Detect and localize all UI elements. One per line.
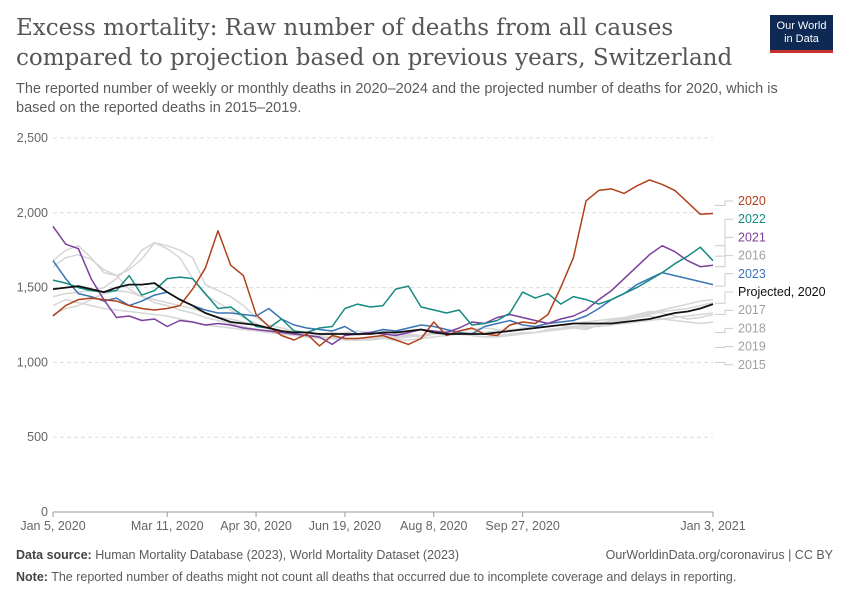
series-legend[interactable]: 2020 2022 2021 2016 2023 Projected, 2020 2017 2… bbox=[715, 194, 826, 372]
series-line-2023[interactable] bbox=[52, 260, 714, 335]
legend-label-2015[interactable]: 2015 bbox=[738, 358, 766, 372]
x-tick-label: Sep 27, 2020 bbox=[485, 519, 559, 533]
series-line-2021[interactable] bbox=[52, 225, 714, 346]
source-label: Data source: bbox=[16, 548, 92, 562]
legend-connector bbox=[715, 346, 733, 348]
y-tick-label: 0 bbox=[41, 505, 48, 519]
legend-label-2020[interactable]: 2020 bbox=[738, 194, 766, 208]
legend-connector bbox=[715, 273, 733, 287]
legend-label-2017[interactable]: 2017 bbox=[738, 303, 766, 317]
grid-lines bbox=[53, 137, 713, 513]
series-line-2015[interactable] bbox=[52, 253, 714, 341]
y-axis: 0 500 1,000 1,500 2,000 2,500 bbox=[17, 131, 48, 519]
series-line-2020[interactable] bbox=[52, 179, 714, 347]
legend-label-2018[interactable]: 2018 bbox=[738, 321, 766, 335]
x-tick-label: Apr 30, 2020 bbox=[220, 519, 292, 533]
x-axis: Jan 5, 2020 Mar 11, 2020 Apr 30, 2020 Jun 1… bbox=[20, 512, 746, 533]
logo-line-2: in Data bbox=[784, 33, 819, 45]
footer-url[interactable]: OurWorldinData.org/coronavirus | CC BY bbox=[605, 548, 833, 562]
y-tick-label: 2,000 bbox=[17, 206, 48, 220]
note-label: Note: bbox=[16, 570, 48, 584]
legend-label-2021[interactable]: 2021 bbox=[738, 230, 766, 244]
series-line-2016[interactable] bbox=[52, 298, 714, 340]
y-tick-label: 1,000 bbox=[17, 355, 48, 369]
legend-label-2022[interactable]: 2022 bbox=[738, 212, 766, 226]
chart-title: Excess mortality: Raw number of deaths f… bbox=[16, 15, 733, 71]
legend-connector bbox=[715, 255, 733, 268]
data-source: Data source: Human Mortality Database (2… bbox=[16, 548, 459, 562]
legend-connector bbox=[715, 327, 733, 333]
legend-connector bbox=[715, 236, 733, 247]
source-text[interactable]: Human Mortality Database (2023), World M… bbox=[95, 548, 460, 562]
footer-note: Note: The reported number of deaths migh… bbox=[16, 570, 736, 584]
note-text: The reported number of deaths might not … bbox=[51, 570, 737, 584]
series-lines[interactable] bbox=[52, 179, 714, 347]
x-tick-label: Jun 19, 2020 bbox=[309, 519, 381, 533]
legend-label-2019[interactable]: 2019 bbox=[738, 340, 766, 354]
x-tick-label: Aug 8, 2020 bbox=[400, 519, 467, 533]
owid-logo[interactable]: Our World in Data bbox=[770, 15, 833, 53]
legend-label-projected-2020[interactable]: Projected, 2020 bbox=[738, 285, 826, 299]
legend-connector bbox=[715, 291, 733, 304]
legend-label-2016[interactable]: 2016 bbox=[738, 249, 766, 263]
legend-connector bbox=[715, 200, 733, 206]
x-tick-label: Jan 3, 2021 bbox=[680, 519, 745, 533]
series-line-projected-2020[interactable] bbox=[52, 282, 714, 335]
legend-connector bbox=[715, 309, 733, 316]
x-tick-label: Mar 11, 2020 bbox=[131, 519, 204, 533]
chart-subtitle: The reported number of weekly or monthly… bbox=[16, 81, 778, 116]
legend-connector bbox=[715, 361, 733, 366]
x-tick-label: Jan 5, 2020 bbox=[20, 519, 85, 533]
series-line-2019[interactable] bbox=[52, 289, 714, 341]
legend-label-2023[interactable]: 2023 bbox=[738, 267, 766, 281]
y-tick-label: 500 bbox=[27, 430, 48, 444]
y-tick-label: 2,500 bbox=[17, 131, 48, 145]
logo-line-1: Our World bbox=[776, 20, 827, 32]
y-tick-label: 1,500 bbox=[17, 281, 48, 295]
series-line-2022[interactable] bbox=[52, 246, 714, 334]
